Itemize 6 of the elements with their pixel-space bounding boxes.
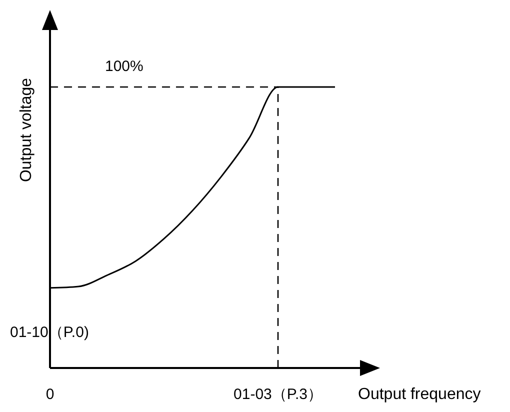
annotation: 01-10（P.0) [10,324,89,341]
text: 01-03（P.3） [234,386,322,403]
text: 0 [46,386,54,403]
text: 100% [105,58,144,75]
y-axis-title: Output voltage [18,78,35,182]
x-axis-title: Output frequency [358,386,481,403]
